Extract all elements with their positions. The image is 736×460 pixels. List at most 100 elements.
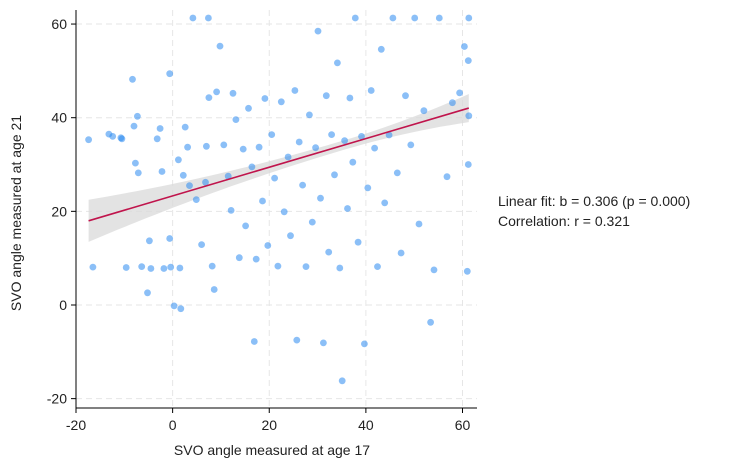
data-point: [344, 205, 351, 212]
x-tick-label: 60: [455, 417, 471, 433]
data-point: [242, 222, 250, 230]
data-point: [156, 125, 164, 132]
data-point: [175, 156, 182, 164]
data-point: [280, 208, 288, 216]
data-point: [325, 248, 333, 256]
data-point: [287, 232, 294, 240]
data-point: [374, 263, 381, 270]
x-tick-label: 0: [169, 417, 177, 433]
data-point: [146, 237, 153, 245]
data-point: [464, 161, 472, 168]
data-point: [186, 182, 193, 190]
data-point: [465, 112, 473, 120]
fit-line: [88, 107, 470, 222]
data-point: [308, 218, 316, 226]
data-point: [205, 94, 213, 101]
data-point: [158, 168, 166, 175]
x-tick-label: 40: [358, 417, 374, 433]
data-point: [132, 159, 139, 167]
data-point: [397, 249, 405, 257]
data-point: [346, 94, 354, 102]
data-point: [336, 264, 344, 272]
data-point: [147, 265, 155, 272]
data-point: [198, 241, 206, 249]
data-point: [255, 143, 263, 151]
data-point: [443, 173, 451, 181]
data-point: [138, 263, 146, 270]
data-point: [314, 27, 322, 35]
data-point: [122, 264, 130, 271]
y-tick-label: 20: [51, 203, 67, 219]
data-point: [235, 254, 243, 262]
data-point: [216, 42, 224, 50]
data-point: [464, 57, 472, 64]
confidence-band: [88, 94, 469, 242]
data-point: [317, 194, 324, 202]
correlation-annotation: Correlation: r = 0.321: [498, 213, 630, 229]
data-point: [377, 45, 385, 53]
data-point: [449, 99, 456, 107]
data-point: [334, 59, 341, 67]
data-point: [264, 242, 272, 249]
data-point: [320, 339, 327, 347]
data-point: [385, 131, 393, 139]
data-point: [277, 98, 285, 106]
data-point: [367, 87, 375, 94]
data-point: [268, 131, 276, 139]
data-point: [430, 266, 438, 274]
x-tick-label: -20: [66, 417, 86, 433]
data-point: [465, 14, 473, 22]
x-tick-label: 20: [261, 417, 277, 433]
data-point: [284, 153, 292, 161]
y-tick-label: 60: [51, 16, 67, 32]
data-point: [338, 377, 346, 385]
data-point: [328, 131, 335, 139]
data-point: [252, 255, 260, 263]
data-point: [129, 75, 136, 83]
data-point: [354, 238, 362, 246]
data-point: [177, 305, 185, 313]
data-point: [427, 318, 434, 326]
data-point: [170, 302, 178, 310]
data-point: [176, 264, 184, 272]
data-point: [250, 338, 258, 345]
data-point: [205, 14, 212, 22]
data-point: [393, 169, 401, 177]
data-point: [312, 144, 319, 152]
y-tick-label: 40: [51, 110, 67, 126]
data-point: [402, 92, 409, 100]
data-point: [213, 88, 221, 96]
data-point: [358, 133, 365, 140]
data-point: [179, 171, 187, 179]
data-point: [85, 136, 92, 144]
data-point: [153, 135, 161, 143]
data-point: [415, 220, 423, 228]
data-point: [274, 262, 282, 270]
data-point: [227, 207, 235, 214]
data-point: [349, 158, 357, 166]
data-point: [109, 133, 117, 140]
data-point: [144, 289, 151, 297]
data-point: [411, 14, 419, 22]
data-point: [371, 144, 378, 152]
data-point: [461, 43, 468, 50]
data-point: [239, 145, 247, 153]
data-point: [208, 262, 216, 270]
data-point: [456, 89, 463, 97]
data-point: [210, 286, 218, 293]
data-point: [364, 184, 372, 192]
data-point: [261, 95, 269, 102]
data-point: [341, 137, 348, 145]
data-point: [224, 172, 232, 180]
data-point: [248, 163, 256, 171]
data-point: [134, 169, 142, 177]
data-point: [220, 141, 228, 149]
data-point: [331, 171, 338, 179]
data-point: [306, 111, 313, 119]
data-point: [189, 14, 197, 22]
data-point: [166, 235, 174, 242]
data-point: [245, 104, 252, 112]
data-point: [381, 199, 389, 207]
data-point: [351, 14, 359, 22]
y-tick-label: -20: [47, 391, 67, 407]
